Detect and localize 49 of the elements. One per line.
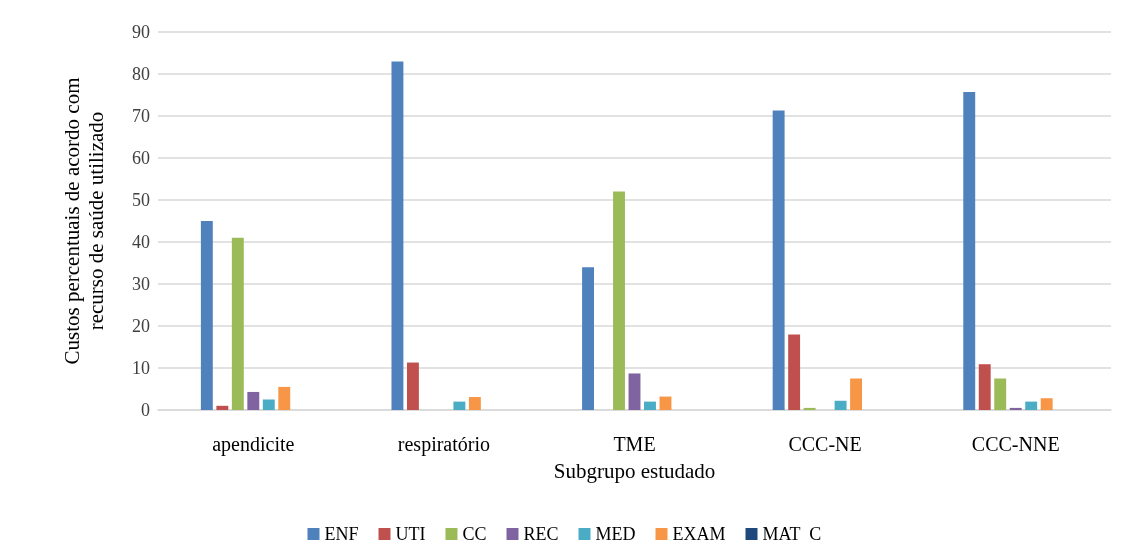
- bar: [788, 334, 801, 410]
- y-tick-label: 20: [132, 316, 150, 336]
- bar: [613, 191, 625, 410]
- bar: [772, 110, 785, 410]
- bar: [278, 386, 291, 410]
- bar: [850, 378, 863, 410]
- x-tick-label: CCC-NE: [788, 433, 862, 455]
- x-tick-label: CCC-NNE: [971, 433, 1060, 455]
- bar: [1009, 407, 1022, 410]
- y-axis-title: Custos percentuais de acordo com recurso de saúde utilizado: [60, 77, 108, 365]
- legend-label: REC: [523, 524, 559, 544]
- y-tick-label: 10: [132, 358, 150, 378]
- legend-label: MAT C: [762, 524, 822, 544]
- x-tick-label: TME: [613, 433, 656, 455]
- bar: [391, 61, 404, 410]
- bar: [200, 221, 213, 410]
- bar: [582, 267, 594, 410]
- y-tick-label: 30: [132, 274, 150, 294]
- bar: [834, 400, 847, 410]
- legend-label: EXAM: [672, 524, 726, 544]
- x-axis-title: Subgrupo estudado: [553, 458, 716, 483]
- legend-label: ENF: [324, 524, 359, 544]
- x-tick-label: apendicite: [212, 433, 295, 456]
- bar: [406, 362, 419, 410]
- legend-label: MED: [595, 524, 636, 544]
- y-tick-label: 40: [132, 232, 150, 252]
- bar: [262, 399, 275, 410]
- bar: [978, 364, 991, 410]
- legend-label: UTI: [395, 524, 426, 544]
- bar: [231, 237, 244, 410]
- bar: [216, 405, 229, 410]
- bar: [628, 373, 641, 410]
- bar: [1025, 401, 1038, 410]
- y-tick-label: 80: [132, 64, 150, 84]
- bar: [247, 391, 260, 410]
- bar: [468, 396, 481, 410]
- bar: [963, 92, 976, 410]
- y-tick-label: 70: [132, 106, 150, 126]
- bar: [994, 378, 1007, 410]
- x-tick-label: respiratório: [397, 433, 490, 456]
- bar: [453, 401, 466, 410]
- y-tick-label: 0: [141, 400, 150, 420]
- bar: [1040, 398, 1053, 410]
- y-tick-label: 60: [132, 148, 150, 168]
- bar: [803, 407, 816, 410]
- y-tick-label: 50: [132, 190, 150, 210]
- bar: [644, 401, 656, 410]
- y-tick-label: 90: [132, 22, 150, 42]
- legend-label: CC: [462, 524, 487, 544]
